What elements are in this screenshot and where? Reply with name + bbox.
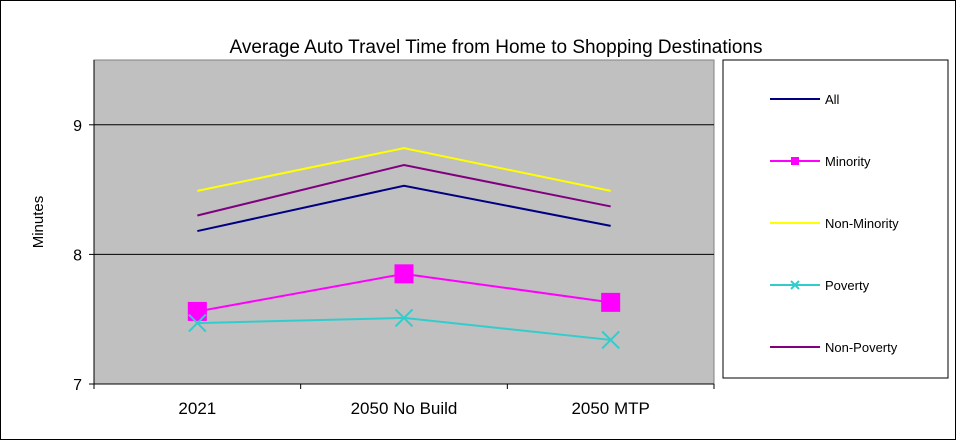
legend-item-poverty: Poverty [770, 278, 870, 293]
x-tick-label: 2050 MTP [571, 399, 649, 418]
legend-label: Non-Poverty [825, 340, 898, 355]
series-marker-square [187, 301, 207, 321]
gridlines [94, 124, 714, 255]
y-tick-label: 7 [73, 377, 82, 394]
series-line-non-minority [197, 147, 611, 192]
series-line-non-poverty [197, 163, 611, 217]
x-tick-label: 2021 [178, 399, 216, 418]
series-marker-x [188, 313, 207, 333]
legend-label: Minority [825, 154, 871, 169]
y-tick-label: 9 [73, 118, 82, 135]
series-layer [187, 147, 621, 350]
x-tick-label: 2050 No Build [351, 399, 458, 418]
legend-item-all: All [770, 92, 840, 107]
series-line-all [197, 184, 611, 233]
series-minority [187, 264, 621, 321]
legend-label: All [825, 92, 840, 107]
series-marker-square [394, 264, 414, 284]
legend-item-non-minority: Non-Minority [770, 216, 899, 231]
legend-label: Poverty [825, 278, 870, 293]
series-marker-x [790, 280, 800, 290]
y-tick-label: 8 [73, 247, 82, 264]
legend-item-minority: Minority [770, 154, 871, 169]
series-marker-square [791, 157, 799, 165]
series-non-minority [197, 147, 611, 192]
plot-area [93, 59, 715, 385]
series-poverty [188, 308, 620, 350]
series-all [197, 184, 611, 233]
legend-label: Non-Minority [825, 216, 899, 231]
chart-title: Average Auto Travel Time from Home to Sh… [230, 37, 763, 58]
legend-item-non-poverty: Non-Poverty [770, 340, 898, 355]
axes: 7 8 9 2021 2050 No Build 2050 MTP [73, 60, 715, 418]
y-axis-label: Minutes [30, 196, 47, 249]
series-non-poverty [197, 163, 611, 217]
series-marker-x [601, 330, 620, 350]
series-marker-x [394, 308, 414, 328]
legend: All Minority Non-Minority Poverty Non-Povert… [770, 92, 899, 355]
legend-box [722, 59, 949, 379]
series-marker-square [601, 292, 621, 312]
